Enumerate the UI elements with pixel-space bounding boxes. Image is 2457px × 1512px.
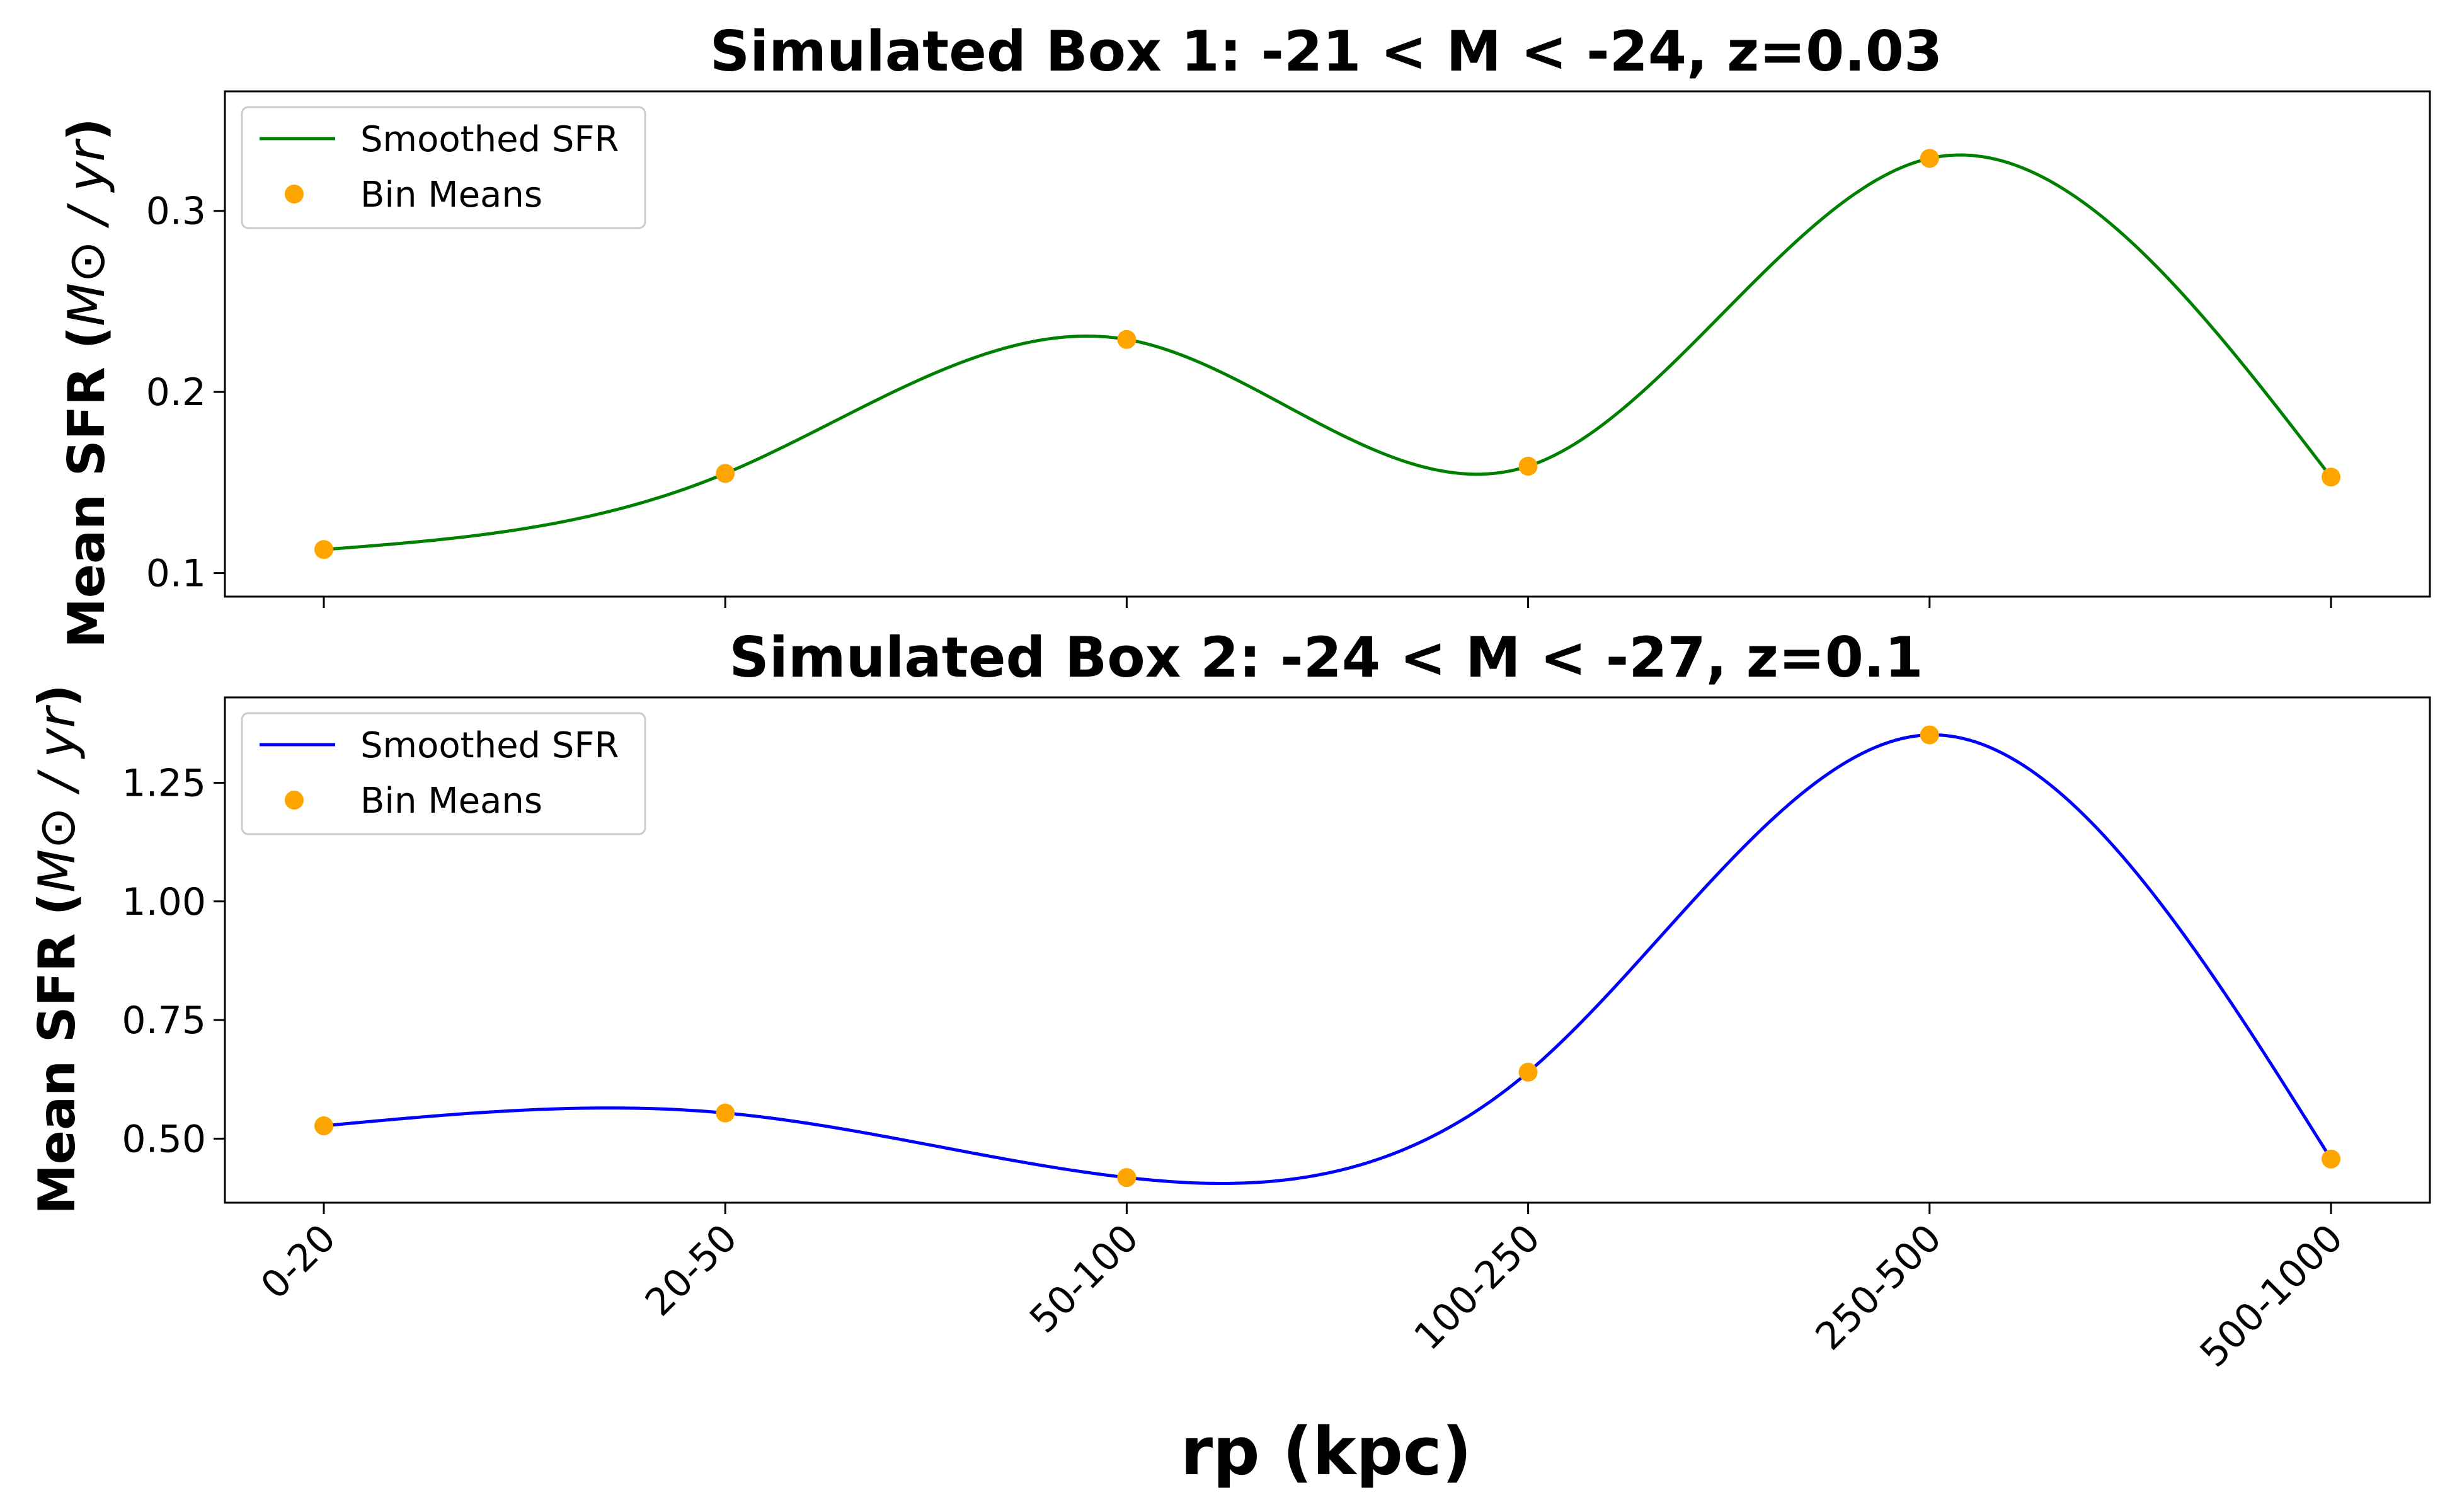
panel-2-legend: Smoothed SFR Bin Means: [241, 712, 646, 835]
panel-1-legend: Smoothed SFR Bin Means: [241, 106, 646, 229]
panel-1-bin-mean-point: [1920, 149, 1939, 168]
panel-1-bin-mean-point: [1518, 457, 1538, 476]
panel-1-legend-line-label: Smoothed SFR: [360, 119, 619, 160]
panel-1-bin-mean-point: [1117, 329, 1137, 349]
panel-2-y-tick-label: 1.00: [122, 880, 206, 924]
panel-2-bin-mean-point: [2322, 1149, 2340, 1169]
panel-2-legend-point-label: Bin Means: [360, 781, 542, 822]
panel-2-bin-mean-point: [314, 1116, 333, 1136]
panel-2-bin-mean-point: [716, 1103, 735, 1123]
panel-2: Simulated Box 2: -24 < M < -27, z=0.1 Me…: [28, 625, 2431, 1490]
panel-2-bin-mean-point: [1920, 725, 1939, 745]
x-tick-label: 50-100: [1021, 1216, 1147, 1342]
panel-2-bin-means: [314, 725, 2340, 1188]
panel-1-y-axis-label-units: M⊙ / yr: [57, 138, 116, 326]
panel-1-bin-mean-point: [716, 464, 735, 483]
panel-2-y-axis-label-units: M⊙ / yr: [28, 704, 86, 893]
panel-1-title: Simulated Box 1: -21 < M < -24, z=0.03: [710, 19, 1943, 84]
panel-2-legend-box: [241, 712, 646, 835]
panel-1-y-ticks: 0.1 0.2 0.3: [146, 190, 225, 596]
panel-2-legend-point-swatch: [285, 791, 304, 810]
x-tick-label: 500-1000: [2192, 1216, 2352, 1376]
panel-1-y-tick-label: 0.2: [146, 370, 206, 415]
panel-1-x-ticks: [323, 597, 2332, 608]
panel-1-axes-frame: [224, 90, 2431, 598]
panel-2-y-tick-label: 0.50: [122, 1117, 206, 1161]
panel-2-legend-line-label: Smoothed SFR: [360, 725, 619, 766]
panel-2-smoothed-sfr-line: [323, 733, 2333, 1185]
panel-1-y-tick-label: 0.3: [146, 190, 206, 234]
panel-1-y-axis-label-close: ): [57, 118, 116, 141]
x-tick-label: 250-500: [1807, 1216, 1950, 1359]
x-tick-label: 0-20: [253, 1216, 345, 1308]
panel-2-bin-mean-point: [1117, 1168, 1137, 1188]
panel-1-y-tick-label: 0.1: [146, 552, 206, 596]
panel-2-y-ticks: 0.50 0.75 1.00 1.25: [122, 762, 225, 1161]
panel-1-legend-point-label: Bin Means: [360, 175, 542, 215]
panel-2-axes-frame: [224, 696, 2431, 1204]
panel-2-y-axis-label-text: Mean SFR (: [28, 893, 86, 1215]
panel-2-bin-mean-point: [1518, 1062, 1538, 1082]
panel-1-smoothed-sfr-line: [323, 153, 2332, 551]
panel-2-y-tick-label: 1.25: [122, 762, 206, 806]
x-axis-label: rp (kpc): [1181, 1413, 1472, 1490]
panel-1-y-axis-label-text: Mean SFR (: [57, 326, 116, 648]
panel-1-bin-mean-point: [2322, 467, 2340, 487]
panel-2-title: Simulated Box 2: -24 < M < -27, z=0.1: [729, 625, 1923, 690]
panel-2-x-ticks: 0-20 20-50 50-100 100-250 250-500 500-1000: [253, 1203, 2352, 1376]
x-tick-label: 20-50: [637, 1216, 746, 1325]
panel-1-y-axis-label: Mean SFR (M⊙ / yr): [57, 118, 116, 648]
panel-2-y-tick-label: 0.75: [122, 999, 206, 1043]
panel-1-legend-box: [241, 106, 646, 229]
panel-2-y-axis-label-close: ): [28, 684, 86, 707]
panel-1-legend-point-swatch: [285, 185, 304, 203]
x-tick-label: 100-250: [1406, 1216, 1549, 1359]
panel-2-y-axis-label: Mean SFR (M⊙ / yr): [28, 684, 86, 1215]
panel-1: Simulated Box 1: -21 < M < -24, z=0.03 M…: [57, 19, 2431, 648]
panel-1-bin-means: [314, 149, 2340, 559]
panel-1-bin-mean-point: [314, 540, 333, 559]
